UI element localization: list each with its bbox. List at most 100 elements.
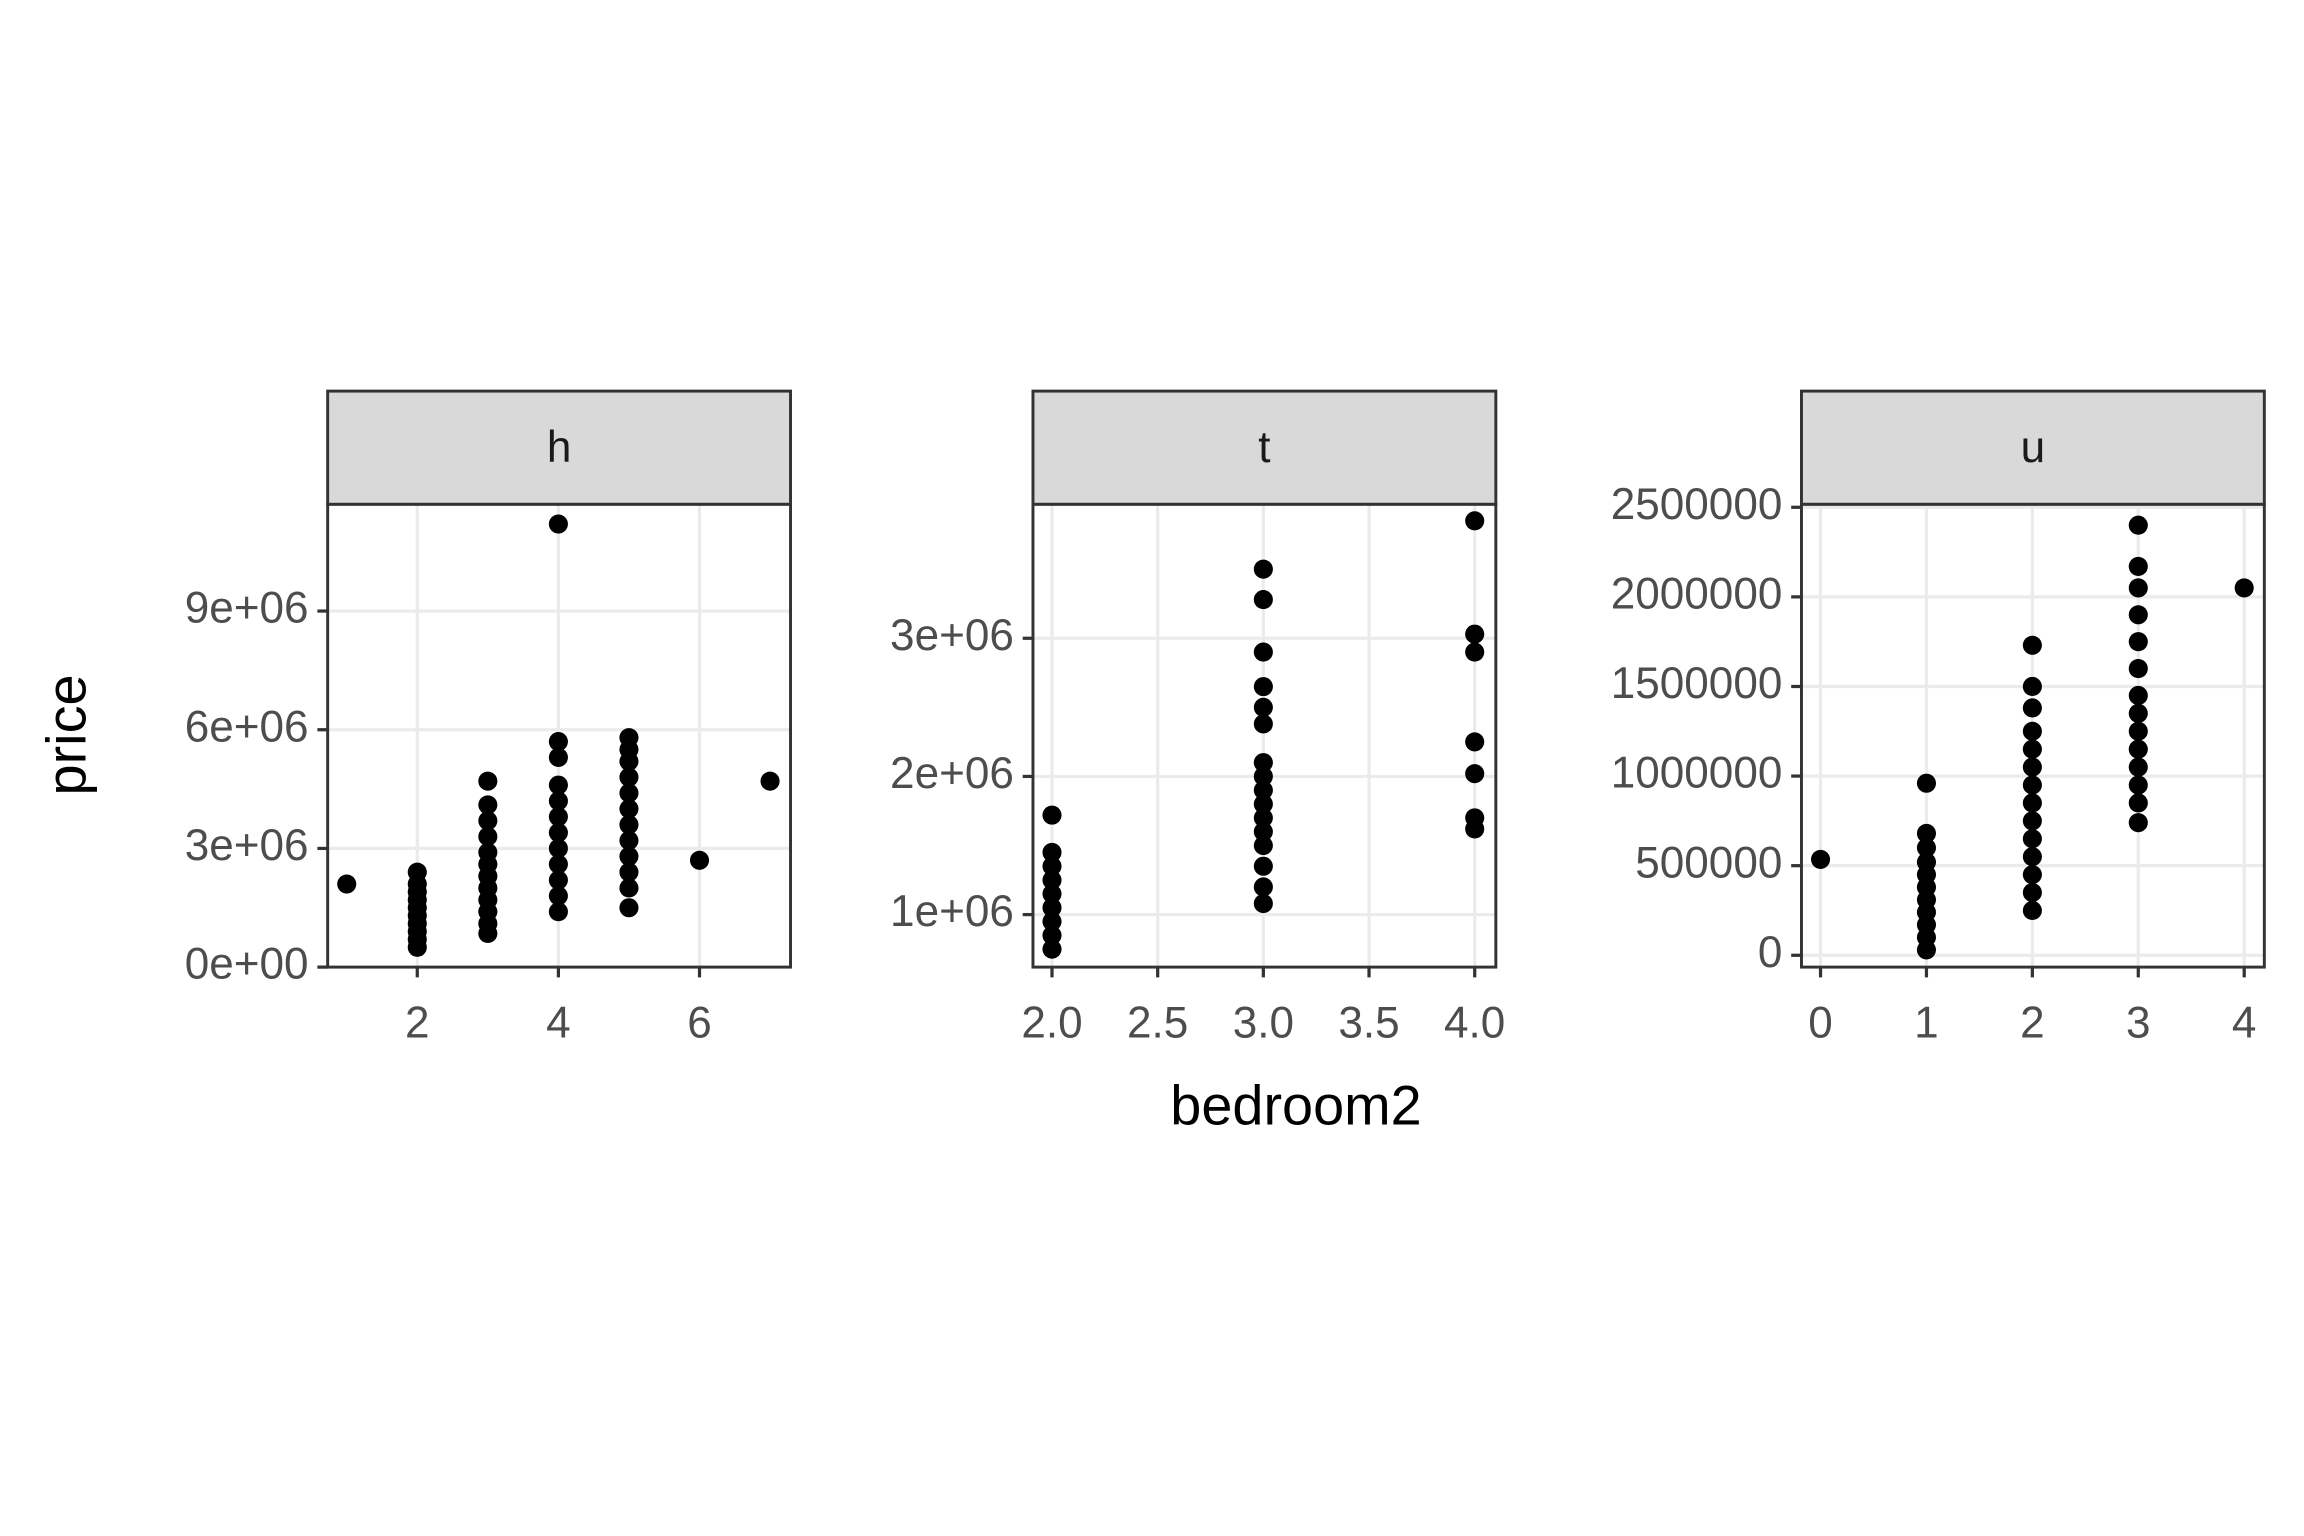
point — [1916, 773, 1937, 793]
point — [2128, 632, 2148, 652]
point — [548, 514, 568, 534]
point — [1253, 677, 1273, 697]
x-tick-label: 6 — [687, 999, 712, 1048]
y-tick-label: 1500000 — [1611, 659, 1783, 708]
x-tick-label: 0 — [1808, 999, 1833, 1048]
point — [1253, 877, 1273, 897]
point — [1253, 808, 1273, 828]
point — [760, 771, 780, 791]
point — [478, 771, 498, 791]
point — [2128, 515, 2148, 535]
point — [619, 898, 639, 918]
point — [1042, 898, 1062, 918]
point — [548, 747, 568, 767]
point — [1465, 511, 1485, 531]
point — [2128, 793, 2148, 813]
point — [1253, 893, 1273, 914]
point — [1042, 805, 1062, 825]
point — [1253, 559, 1273, 579]
point — [619, 830, 639, 851]
point — [478, 827, 498, 847]
x-tick-label: 2 — [405, 999, 430, 1048]
point — [1465, 808, 1485, 828]
point — [2128, 813, 2148, 833]
y-tick-label: 3e+06 — [185, 821, 309, 870]
y-tick-label: 1e+06 — [890, 887, 1014, 936]
point — [548, 902, 568, 922]
y-tick-label: 2e+06 — [890, 749, 1014, 798]
point — [619, 862, 639, 882]
point — [548, 791, 568, 811]
point — [619, 846, 639, 866]
point — [548, 823, 568, 843]
point — [2022, 847, 2042, 867]
point — [1042, 939, 1062, 959]
point — [1042, 856, 1062, 876]
x-tick-label: 2.5 — [1127, 999, 1188, 1048]
facet-label: t — [1258, 423, 1270, 472]
point — [478, 811, 498, 831]
point — [1042, 842, 1062, 862]
point — [2022, 739, 2042, 759]
point — [619, 878, 639, 898]
y-tick-label: 9e+06 — [185, 584, 309, 633]
point — [1253, 753, 1273, 773]
point — [1253, 780, 1273, 800]
point — [2022, 811, 2042, 831]
x-tick-label: 3.5 — [1338, 999, 1399, 1048]
point — [619, 728, 639, 748]
facet-label: h — [547, 423, 572, 472]
point — [1253, 856, 1273, 876]
point — [548, 775, 568, 795]
point — [2128, 556, 2148, 576]
point — [407, 862, 427, 882]
facet-strip — [1031, 389, 1498, 506]
point — [2128, 685, 2148, 705]
facet-strip — [1800, 389, 2266, 506]
point — [2128, 739, 2148, 759]
x-tick-label: 3.0 — [1233, 999, 1294, 1048]
point — [1916, 838, 1937, 858]
point — [1042, 911, 1062, 932]
x-tick-label: 4 — [2232, 999, 2257, 1048]
y-tick-label: 0 — [1758, 928, 1783, 977]
point — [337, 874, 357, 894]
y-tick-label: 1000000 — [1611, 749, 1783, 798]
x-tick-label: 1 — [1914, 999, 1939, 1048]
point — [619, 815, 639, 835]
point — [1253, 697, 1273, 717]
point — [2022, 676, 2042, 697]
point — [689, 850, 710, 870]
point — [1253, 822, 1273, 842]
y-tick-label: 3e+06 — [890, 611, 1014, 660]
point — [1810, 849, 1831, 869]
point — [548, 732, 568, 752]
point — [2128, 578, 2148, 598]
point — [1042, 870, 1062, 890]
y-tick-label: 500000 — [1635, 838, 1782, 887]
point — [1465, 642, 1485, 662]
point — [478, 842, 498, 862]
point — [1916, 852, 1937, 872]
point — [2022, 829, 2042, 849]
x-tick-label: 2.0 — [1021, 999, 1082, 1048]
point — [548, 854, 568, 874]
point — [2128, 775, 2148, 795]
point — [2128, 605, 2148, 625]
x-tick-label: 4 — [546, 999, 571, 1048]
point — [2022, 757, 2042, 777]
point — [548, 886, 568, 906]
facet-strip — [326, 389, 792, 506]
x-tick-label: 3 — [2126, 999, 2151, 1048]
point — [2128, 703, 2148, 723]
point — [2022, 883, 2042, 903]
point — [2022, 793, 2042, 813]
point — [1253, 835, 1273, 856]
point — [1253, 766, 1273, 786]
point — [548, 870, 568, 890]
point — [2022, 900, 2042, 921]
point — [548, 807, 568, 827]
point — [2022, 698, 2042, 718]
